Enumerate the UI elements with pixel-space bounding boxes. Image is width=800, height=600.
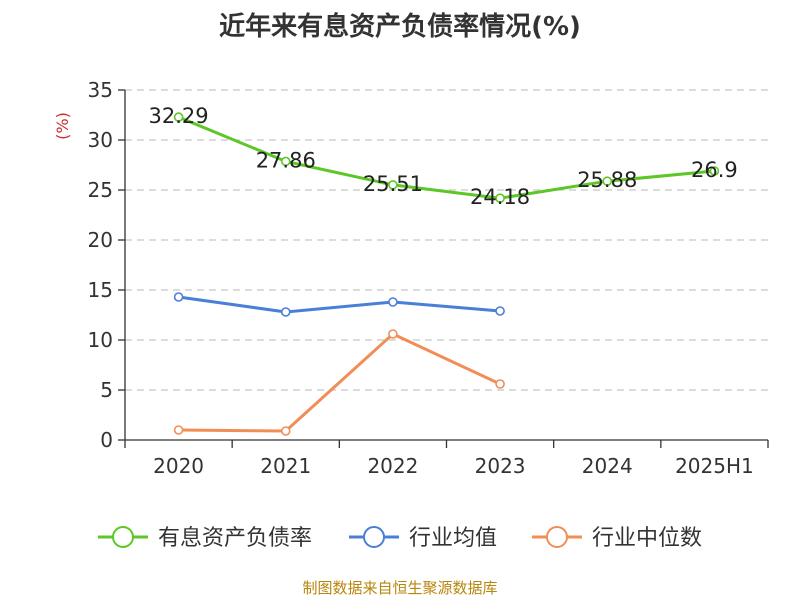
x-tick-label-2024: 2024 — [582, 454, 633, 478]
data-label-0-1: 27.86 — [256, 148, 316, 172]
y-tick-label-10: 10 — [88, 328, 113, 352]
data-label-0-5: 26.9 — [691, 158, 738, 182]
legend-label-1: 行业均值 — [409, 526, 497, 551]
data-point-2-2 — [388, 329, 398, 339]
series-2 — [173, 329, 505, 436]
y-tick-label-25: 25 — [88, 178, 113, 202]
legend[interactable]: 有息资产负债率 行业均值 行业中位数 — [98, 526, 702, 551]
legend-label-2: 行业中位数 — [592, 526, 702, 551]
x-tick-label-2025H1: 2025H1 — [675, 454, 754, 478]
y-tick-label-15: 15 — [88, 278, 113, 302]
data-label-0-2: 25.51 — [363, 172, 423, 196]
y-tick-label-30: 30 — [88, 128, 113, 152]
series-line-1 — [178, 295, 501, 314]
series-line-2 — [178, 332, 501, 433]
y-tick-label-5: 5 — [100, 378, 113, 402]
data-point-2-1 — [280, 426, 291, 436]
series-lines — [173, 112, 720, 436]
chart-title: 近年来有息资产负债率情况(%) — [219, 12, 581, 42]
x-tick-label-2023: 2023 — [475, 454, 526, 478]
series-0 — [173, 112, 720, 203]
data-point-0-3 — [495, 193, 505, 203]
data-point-1-1 — [280, 307, 291, 317]
y-tick-label-35: 35 — [88, 78, 113, 102]
data-point-0-2 — [388, 180, 398, 190]
data-point-0-4 — [602, 176, 613, 186]
data-point-2-0 — [173, 425, 184, 435]
data-point-1-2 — [388, 297, 398, 307]
y-tick-label-20: 20 — [88, 228, 113, 252]
x-tick-label-2020: 2020 — [153, 454, 204, 478]
data-point-0-0 — [173, 112, 184, 122]
legend-item-2[interactable]: 行业中位数 — [532, 526, 702, 551]
data-point-0-5 — [709, 166, 720, 176]
data-label-0-0: 32.29 — [149, 104, 209, 128]
source-note: 制图数据来自恒生聚源数据库 — [302, 579, 498, 597]
axes: 0 5 10 15 20 25 30 35 2020 2021 2022 2023 2024 2025H1 — [88, 78, 769, 478]
legend-label-0: 有息资产负债率 — [158, 526, 312, 551]
data-label-0-4: 25.88 — [577, 168, 637, 192]
legend-marker-2 — [546, 526, 568, 548]
x-tick-label-2021: 2021 — [260, 454, 311, 478]
legend-item-1[interactable]: 行业均值 — [349, 526, 497, 551]
data-point-0-1 — [280, 156, 291, 167]
data-point-1-0 — [173, 292, 184, 302]
series-1 — [173, 292, 505, 317]
x-tick-label-2022: 2022 — [367, 454, 418, 478]
data-point-2-3 — [495, 379, 505, 389]
legend-marker-0 — [112, 526, 134, 548]
data-point-1-3 — [495, 306, 505, 316]
data-labels: 32.29 27.86 25.51 24.18 25.88 26.9 — [149, 104, 738, 209]
series-line-0 — [178, 115, 715, 200]
y-tick-label-0: 0 — [100, 428, 113, 452]
y-axis-label: (%) — [53, 112, 72, 140]
legend-item-0[interactable]: 有息资产负债率 — [98, 526, 312, 551]
data-label-0-3: 24.18 — [470, 185, 530, 209]
legend-marker-1 — [363, 526, 385, 548]
